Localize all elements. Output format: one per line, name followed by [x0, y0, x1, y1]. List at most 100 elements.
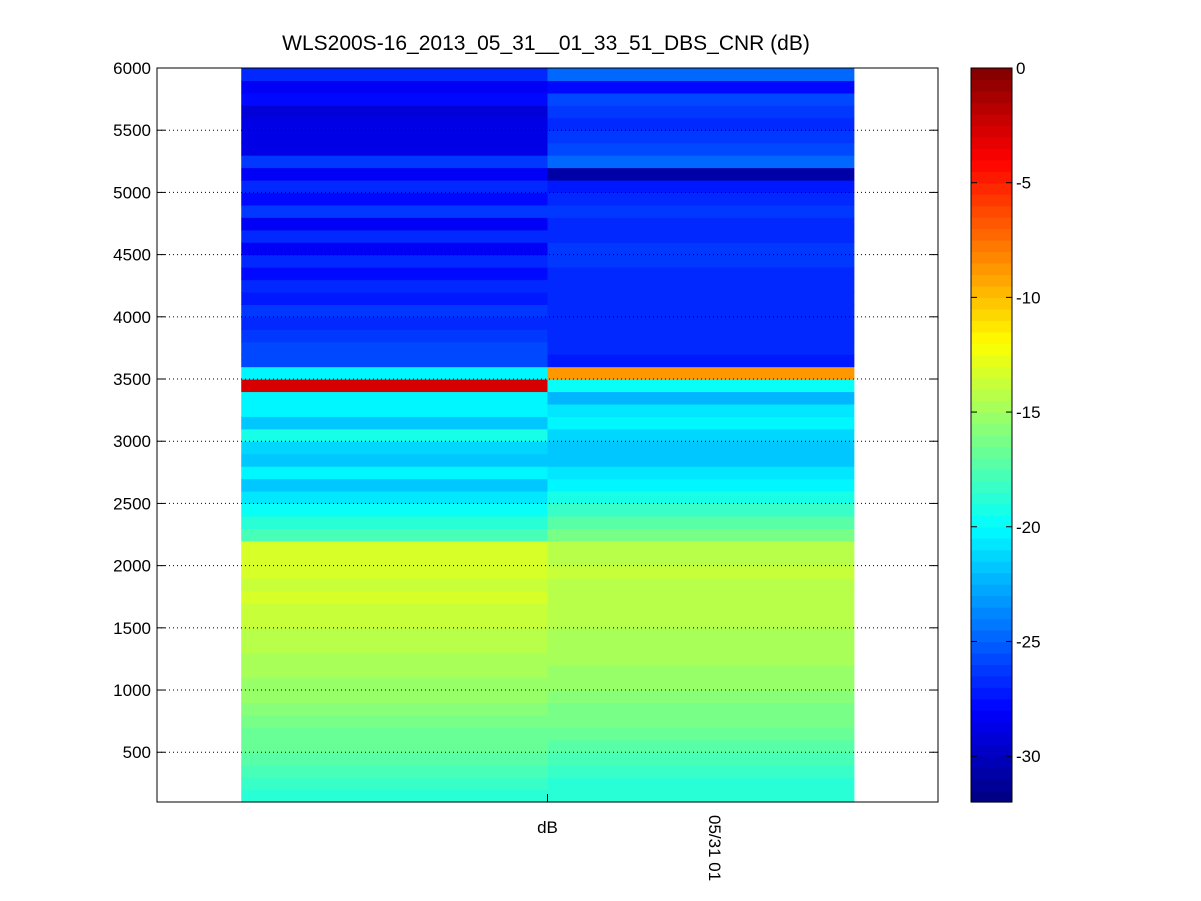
- colorbar-segment: [971, 217, 1012, 230]
- heatmap-cell: [547, 739, 855, 753]
- heatmap-cell: [547, 578, 855, 592]
- colorbar-segment: [971, 629, 1012, 643]
- colorbar-segment: [971, 652, 1012, 665]
- heatmap-cell: [547, 453, 855, 467]
- colorbar-tick-label: 0: [1016, 59, 1025, 78]
- heatmap-cell: [547, 155, 855, 169]
- heatmap-cell: [547, 540, 855, 554]
- colorbar-segment: [971, 354, 1012, 367]
- heatmap-cell: [547, 764, 855, 778]
- colorbar-tick-label: -20: [1016, 518, 1041, 537]
- y-tick-label: 500: [123, 743, 151, 762]
- colorbar-tick-label: -5: [1016, 174, 1031, 193]
- heatmap-cell: [241, 453, 549, 467]
- colorbar-segment: [971, 125, 1012, 138]
- colorbar-segment: [971, 205, 1012, 218]
- heatmap-cell: [241, 739, 549, 753]
- heatmap-cell: [241, 789, 549, 803]
- colorbar-segment: [971, 182, 1012, 195]
- heatmap-cell: [241, 341, 549, 355]
- heatmap-cell: [547, 665, 855, 679]
- y-tick-label: 2000: [113, 557, 151, 576]
- heatmap-cell: [241, 490, 549, 505]
- heatmap-cell: [241, 329, 549, 343]
- x-axis: dB 05/31 01: [537, 794, 724, 881]
- heatmap-cell: [241, 553, 549, 567]
- heatmap-cell: [547, 192, 855, 206]
- heatmap-cell: [547, 329, 855, 343]
- heatmap-cell: [241, 627, 549, 641]
- heatmap-cell: [241, 304, 549, 318]
- colorbar-segment: [971, 480, 1012, 493]
- heatmap-cell: [547, 478, 855, 492]
- heatmap-cell: [241, 652, 549, 666]
- colorbar-segment: [971, 469, 1012, 482]
- heatmap-cell: [547, 627, 855, 641]
- colorbar-segment: [971, 572, 1012, 585]
- colorbar-tick-label: -30: [1016, 747, 1041, 766]
- heatmap-cell: [547, 341, 855, 355]
- heatmap-cell: [547, 714, 855, 728]
- colorbar-segment: [971, 767, 1012, 780]
- colorbar-segment: [971, 308, 1012, 321]
- heatmap-cell: [241, 540, 549, 554]
- chart-title: WLS200S-16_2013_05_31__01_33_51_DBS_CNR …: [282, 32, 810, 55]
- heatmap-cell: [547, 640, 855, 654]
- heatmap-cell: [547, 466, 855, 480]
- colorbar-segment: [971, 538, 1012, 551]
- heatmap-cell: [241, 279, 549, 293]
- heatmap-cell: [547, 590, 855, 604]
- heatmap-cell: [241, 391, 549, 405]
- y-tick-label: 4500: [113, 246, 151, 265]
- heatmap-cell: [547, 80, 855, 94]
- heatmap-cell: [547, 515, 855, 529]
- heatmap-cell: [241, 615, 549, 629]
- heatmap-cell: [241, 354, 549, 368]
- heatmap-cell: [547, 217, 855, 231]
- heatmap-cell: [241, 68, 549, 82]
- heatmap-cell: [547, 242, 855, 256]
- colorbar-segment: [971, 159, 1012, 172]
- heatmap-cell: [547, 267, 855, 281]
- heatmap-cell: [547, 416, 855, 430]
- heatmap-cell: [547, 291, 855, 305]
- colorbar: 0 -5 -10 -15 -20 -25 -30: [970, 59, 1041, 803]
- colorbar-segment: [971, 240, 1012, 253]
- heatmap-cell: [241, 242, 549, 256]
- colorbar-segment: [971, 400, 1012, 413]
- heatmap-cell: [241, 117, 549, 131]
- colorbar-segment: [971, 320, 1012, 333]
- heatmap-cell: [241, 291, 549, 305]
- heatmap-cell: [547, 105, 855, 119]
- colorbar-segment: [971, 515, 1012, 528]
- heatmap-cell: [241, 702, 549, 716]
- colorbar-segment: [971, 68, 1012, 81]
- colorbar-segment: [971, 595, 1012, 608]
- heatmap-cell: [241, 229, 549, 243]
- colorbar-segment: [971, 641, 1012, 654]
- heatmap-cell: [241, 366, 549, 380]
- heatmap-cell: [241, 578, 549, 592]
- heatmap-cell: [547, 204, 855, 218]
- colorbar-segment: [971, 366, 1012, 379]
- heatmap-cell: [241, 316, 549, 330]
- colorbar-segment: [971, 113, 1012, 126]
- heatmap-cell: [241, 254, 549, 268]
- colorbar-segment: [971, 389, 1012, 402]
- heatmap-cell: [547, 304, 855, 318]
- colorbar-segment: [971, 79, 1012, 92]
- y-tick-label: 3500: [113, 370, 151, 389]
- heatmap-cell: [547, 528, 855, 542]
- heatmap-cell: [241, 714, 549, 728]
- colorbar-segment: [971, 90, 1012, 104]
- heatmap-cell: [547, 602, 855, 616]
- heatmap-cell: [547, 615, 855, 629]
- colorbar-segment: [971, 274, 1012, 287]
- heatmap-cell: [547, 142, 855, 156]
- heatmap-cell: [241, 416, 549, 430]
- heatmap-cell: [547, 379, 855, 393]
- colorbar-segment: [971, 457, 1012, 471]
- x-tick-label: dB: [537, 818, 558, 837]
- heatmap-cell: [241, 727, 549, 741]
